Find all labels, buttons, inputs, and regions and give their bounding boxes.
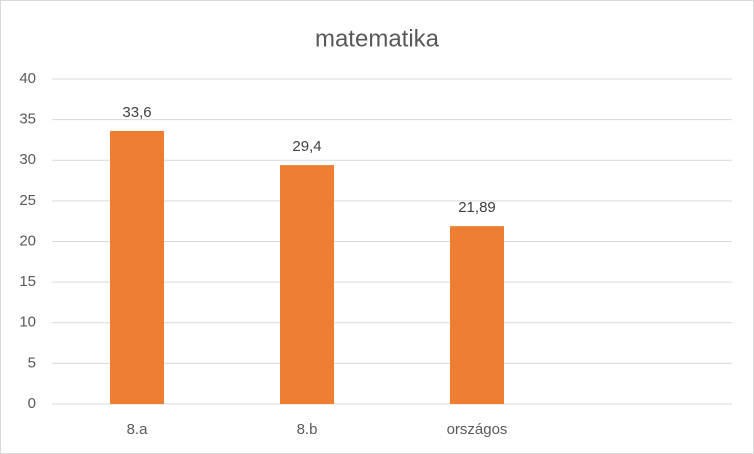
chart-title: matematika <box>315 25 440 52</box>
y-tick-label: 30 <box>19 151 36 168</box>
bar <box>450 226 504 404</box>
bar <box>280 165 334 404</box>
bar <box>110 131 164 404</box>
y-tick-label: 5 <box>28 354 36 371</box>
y-tick-label: 10 <box>19 314 36 331</box>
x-tick-label: országos <box>447 421 508 438</box>
y-tick-label: 15 <box>19 273 36 290</box>
data-label: 29,4 <box>292 138 321 155</box>
y-tick-label: 0 <box>28 395 36 412</box>
x-tick-label: 8.b <box>297 421 318 438</box>
y-tick-label: 20 <box>19 232 36 249</box>
data-label: 21,89 <box>458 199 496 216</box>
x-tick-label: 8.a <box>127 421 149 438</box>
y-tick-label: 35 <box>19 111 36 128</box>
y-tick-label: 40 <box>19 70 36 87</box>
y-tick-label: 25 <box>19 192 36 209</box>
data-label: 33,6 <box>122 104 151 121</box>
